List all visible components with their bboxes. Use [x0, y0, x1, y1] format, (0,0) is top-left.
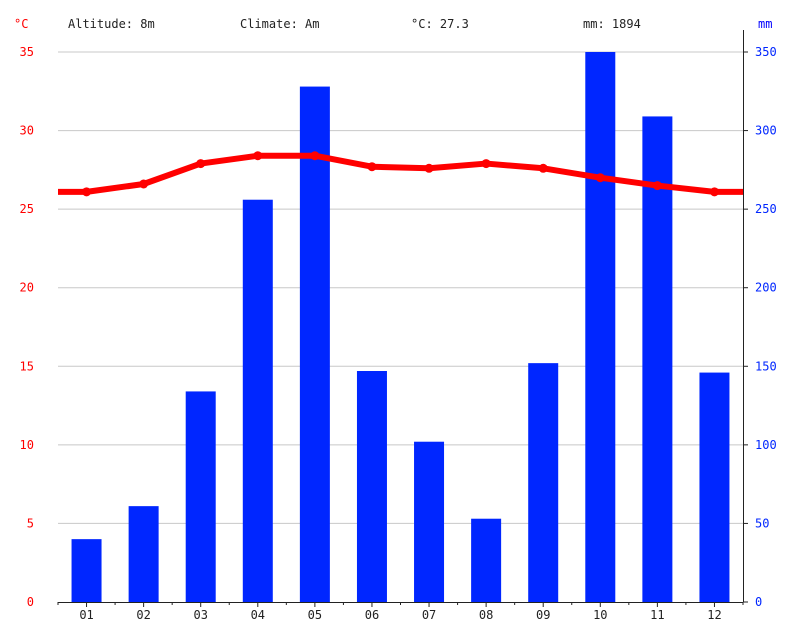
precipitation-bar-03 — [185, 391, 216, 602]
x-tick-label-01: 01 — [79, 608, 93, 622]
axes: 01 02 03 04 05 06 07 08 09 10 11 120510152025303505… — [20, 30, 777, 622]
x-tick-label-10: 10 — [593, 608, 607, 622]
left-tick-label-0: 0 — [27, 595, 34, 609]
right-tick-label-200: 200 — [755, 281, 777, 295]
temperature-point-09 — [538, 163, 548, 173]
precipitation-bars — [71, 52, 730, 603]
total-precipitation-label: mm: 1894 — [583, 17, 641, 31]
precipitation-bar-11 — [642, 116, 673, 602]
precipitation-bar-08 — [471, 518, 502, 602]
temperature-point-08 — [481, 159, 491, 169]
x-tick-label-03: 03 — [193, 608, 207, 622]
temperature-point-06 — [367, 162, 377, 172]
precipitation-bar-09 — [528, 363, 559, 602]
temperature-point-10 — [595, 173, 605, 183]
right-axis-unit-label: mm — [758, 17, 772, 31]
left-tick-label-25: 25 — [20, 202, 34, 216]
climate-label: Climate: Am — [240, 17, 319, 31]
temperature-point-05 — [310, 151, 320, 161]
precipitation-bar-02 — [128, 506, 159, 602]
gridlines — [58, 51, 743, 524]
right-tick-label-50: 50 — [755, 516, 769, 530]
temperature-point-04 — [253, 151, 263, 161]
x-tick-label-12: 12 — [707, 608, 721, 622]
right-tick-label-250: 250 — [755, 202, 777, 216]
x-tick-label-09: 09 — [536, 608, 550, 622]
right-tick-label-0: 0 — [755, 595, 762, 609]
x-tick-label-07: 07 — [422, 608, 436, 622]
left-tick-label-35: 35 — [20, 45, 34, 59]
temperature-point-12 — [709, 187, 719, 197]
average-temperature-label: °C: 27.3 — [411, 17, 469, 31]
temperature-point-01 — [82, 187, 92, 197]
precipitation-bar-12 — [699, 372, 730, 602]
left-tick-label-15: 15 — [20, 359, 34, 373]
temperature-point-07 — [424, 163, 434, 173]
x-tick-label-06: 06 — [365, 608, 379, 622]
right-tick-label-300: 300 — [755, 124, 777, 138]
precipitation-bar-04 — [242, 199, 273, 602]
right-tick-label-350: 350 — [755, 45, 777, 59]
altitude-label: Altitude: 8m — [68, 17, 155, 31]
temperature-series-line — [58, 152, 743, 195]
precipitation-bar-10 — [585, 52, 616, 602]
temperature-point-03 — [196, 159, 206, 169]
precipitation-bar-01 — [71, 539, 102, 602]
right-tick-label-100: 100 — [755, 438, 777, 452]
left-tick-label-10: 10 — [20, 438, 34, 452]
x-tick-label-11: 11 — [650, 608, 664, 622]
temperature-line — [58, 151, 743, 197]
right-tick-label-150: 150 — [755, 359, 777, 373]
precipitation-bar-05 — [299, 86, 330, 603]
precipitation-bar-06 — [356, 371, 387, 602]
temperature-point-02 — [139, 179, 149, 189]
x-tick-label-05: 05 — [308, 608, 322, 622]
left-tick-label-5: 5 — [27, 516, 34, 530]
left-tick-label-20: 20 — [20, 281, 34, 295]
x-tick-label-02: 02 — [136, 608, 150, 622]
left-tick-label-30: 30 — [20, 124, 34, 138]
x-tick-label-04: 04 — [251, 608, 265, 622]
left-axis-unit-label: °C — [14, 17, 28, 31]
precipitation-bar-07 — [414, 441, 445, 602]
x-tick-label-08: 08 — [479, 608, 493, 622]
temperature-point-11 — [652, 181, 662, 191]
